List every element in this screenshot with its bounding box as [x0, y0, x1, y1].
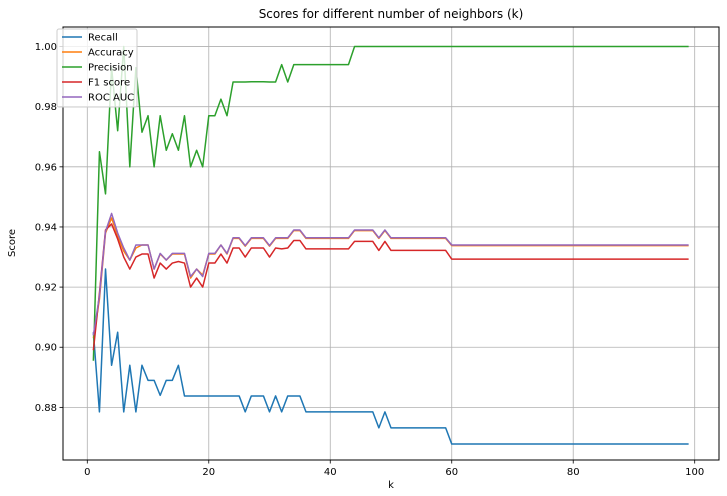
y-tick-label: 0.90	[35, 343, 57, 354]
y-axis-label: Score	[7, 229, 18, 257]
x-tick-label: 60	[445, 467, 458, 478]
y-tick-label: 0.94	[35, 222, 57, 233]
grid	[63, 27, 719, 460]
y-tick-label: 0.98	[35, 102, 57, 113]
x-tick-label: 80	[567, 467, 580, 478]
legend: Recall Accuracy Precision F1 score ROC AUC	[56, 28, 138, 108]
x-axis-label: k	[388, 480, 394, 491]
y-tick-label: 0.88	[35, 403, 57, 414]
series-line-f1-score	[92, 223, 689, 351]
x-axis: 0 20 40 60 80 100	[84, 460, 704, 478]
legend-label-roc-auc: ROC AUC	[88, 93, 134, 104]
legend-label-precision: Precision	[88, 63, 133, 74]
chart-title: Scores for different number of neighbors…	[259, 7, 524, 21]
series-line-precision	[92, 45, 689, 361]
y-tick-label: 0.92	[35, 283, 57, 294]
legend-label-f1-score: F1 score	[88, 78, 130, 89]
y-tick-label: 1.00	[35, 42, 57, 53]
series-layer	[92, 45, 689, 445]
y-tick-label: 0.96	[35, 162, 57, 173]
x-tick-label: 0	[84, 467, 90, 478]
x-tick-label: 100	[685, 467, 704, 478]
plot-frame	[62, 26, 720, 461]
series-line-roc-auc	[92, 212, 689, 336]
x-tick-label: 20	[202, 467, 215, 478]
x-tick-label: 40	[324, 467, 337, 478]
legend-label-recall: Recall	[88, 33, 118, 44]
legend-label-accuracy: Accuracy	[88, 48, 134, 59]
series-line-recall	[92, 268, 689, 445]
legend-box	[56, 28, 138, 108]
